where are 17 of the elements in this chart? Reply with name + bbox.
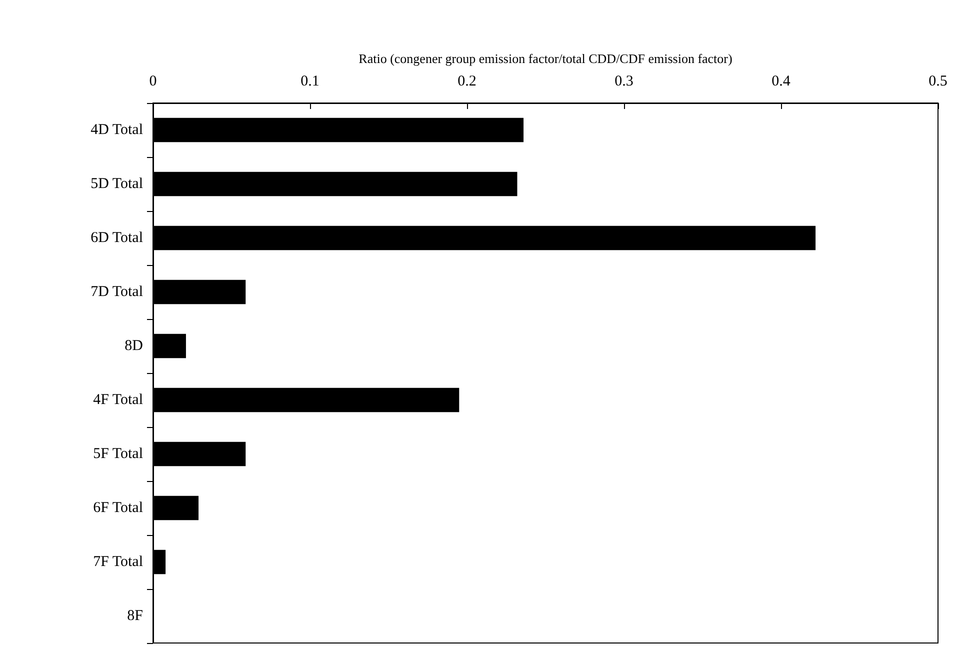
x-tick-label: 0.2 bbox=[458, 74, 476, 90]
y-tick-label: 6F Total bbox=[93, 500, 143, 516]
x-tick-label: 0 bbox=[149, 74, 157, 90]
y-tick-label: 7F Total bbox=[93, 554, 143, 570]
x-tick-label: 0.4 bbox=[772, 74, 791, 90]
x-tick-label: 0.1 bbox=[300, 74, 320, 90]
y-tick-label: 5F Total bbox=[93, 446, 143, 462]
y-tick-label: 8F bbox=[127, 608, 143, 624]
y-tick-label: 8D bbox=[124, 338, 144, 354]
y-tick-label: 4D Total bbox=[90, 122, 143, 138]
x-tick-label: 0.3 bbox=[614, 74, 634, 90]
x-tick-label: 0.5 bbox=[928, 74, 948, 90]
y-tick-label: 7D Total bbox=[90, 284, 143, 300]
y-tick-label: 5D Total bbox=[90, 176, 143, 192]
x-axis-title: Ratio (congener group emission factor/total CDD/CDF emission factor) bbox=[358, 51, 732, 66]
y-tick-label: 4F Total bbox=[93, 392, 143, 408]
y-tick-label: 6D Total bbox=[90, 230, 143, 246]
